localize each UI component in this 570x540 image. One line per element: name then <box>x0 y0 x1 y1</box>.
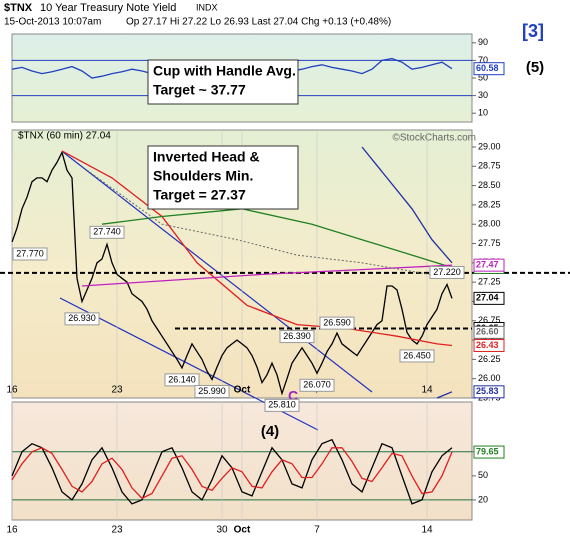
y-tick-label: 10 <box>478 108 488 118</box>
annotation-text: Inverted Head & <box>153 149 260 165</box>
y-tick-label: 28.00 <box>478 219 501 229</box>
value-label-box <box>473 291 505 305</box>
point-label: 27.770 <box>16 248 44 258</box>
point-label-box <box>89 225 125 239</box>
point-label: 27.220 <box>433 267 461 277</box>
point-label: 26.070 <box>303 380 331 390</box>
date: 15-Oct-2013 10:07am <box>4 17 101 28</box>
point-label: 26.390 <box>283 331 311 341</box>
y-tick-label: 30 <box>478 90 488 100</box>
series-line <box>81 264 453 287</box>
value-label-box <box>473 338 505 352</box>
x-tick-label: 16 <box>6 525 18 536</box>
point-label-box <box>299 378 335 392</box>
point-label: 26.140 <box>168 374 196 384</box>
point-label: 26.930 <box>68 313 96 323</box>
x-tick-label: 16 <box>6 385 18 396</box>
value-label-box <box>473 325 505 339</box>
value-label: 26.60 <box>476 327 499 337</box>
wave-label: (4) <box>261 423 279 440</box>
point-label-box <box>12 247 48 261</box>
y-tick-label: 26.00 <box>478 373 501 383</box>
y-tick-label: 26.75 <box>478 315 501 325</box>
y-tick-label: 20 <box>478 494 488 504</box>
point-label-box <box>64 312 100 326</box>
point-label: 25.990 <box>198 386 226 396</box>
x-tick-label: 23 <box>111 385 123 396</box>
point-label: 26.590 <box>323 317 351 327</box>
point-label-box <box>264 398 300 412</box>
x-tick-label: Oct <box>234 385 251 396</box>
y-tick-label: 28.50 <box>478 180 501 190</box>
y-tick-label: 70 <box>478 55 488 65</box>
series-line <box>61 150 453 347</box>
wave-label: C <box>288 388 298 404</box>
y-tick-label: 90 <box>478 37 488 47</box>
point-label-box <box>399 349 435 363</box>
series-line <box>86 169 453 279</box>
x-tick-label: 30 <box>216 525 228 536</box>
x-tick-label: Oct <box>234 525 251 536</box>
series-line <box>11 150 453 396</box>
annotation-box <box>147 145 299 210</box>
annotation-text: Target = 27.37 <box>153 187 246 203</box>
exchange: INDX <box>196 2 218 12</box>
value-label: 26.43 <box>476 340 499 350</box>
y-tick-label: 29.00 <box>478 141 501 151</box>
value-label: 27.47 <box>476 260 499 270</box>
x-tick-label: 14 <box>421 385 433 396</box>
value-label: 27.04 <box>476 293 499 303</box>
name: 10 Year Treasury Note Yield <box>40 2 176 14</box>
x-tick-label: 7 <box>314 525 320 536</box>
value-label-box <box>473 385 505 399</box>
y-tick-label: 50 <box>478 72 488 82</box>
series-line <box>101 208 453 269</box>
y-tick-label: 26.25 <box>478 354 501 364</box>
point-label-box <box>279 330 315 344</box>
value-label-box <box>473 445 505 459</box>
symbol: $TNX <box>4 2 33 14</box>
value-label: 25.83 <box>476 386 499 396</box>
y-tick-label: 27.25 <box>478 277 501 287</box>
point-label-box <box>164 373 200 387</box>
wave-label: (5) <box>526 59 544 76</box>
series-line <box>11 447 453 500</box>
point-label-box <box>429 265 465 279</box>
y-tick-label: 27.75 <box>478 238 501 248</box>
annotation-text: Target ~ 37.77 <box>153 82 246 98</box>
quote: Op 27.17 Hi 27.22 Lo 26.93 Last 27.04 Ch… <box>126 17 391 28</box>
point-label-box <box>194 384 230 398</box>
wave-label: [3] <box>522 21 544 41</box>
series-line <box>361 146 453 264</box>
point-label: 25.810 <box>268 400 296 410</box>
series-line <box>436 391 453 399</box>
y-tick-label: 50 <box>478 470 488 480</box>
annotation-text: Shoulders Min. <box>153 168 253 184</box>
y-tick-label: 28.25 <box>478 199 501 209</box>
value-label: 60.58 <box>476 63 499 73</box>
value-label: 79.65 <box>476 446 499 456</box>
legend: $TNX (60 min) 27.04 <box>18 131 111 142</box>
annotation-text: Cup with Handle Avg. <box>153 63 296 79</box>
x-tick-label: 23 <box>111 525 123 536</box>
value-label-box <box>473 258 505 272</box>
value-label-box <box>473 62 505 76</box>
credit: ©StockCharts.com <box>392 133 476 144</box>
y-tick-label: 28.75 <box>478 161 501 171</box>
x-tick-label: 14 <box>421 525 433 536</box>
point-label-box <box>319 316 355 330</box>
annotation-box <box>147 59 299 105</box>
point-label: 26.450 <box>403 350 431 360</box>
point-label: 27.740 <box>93 227 121 237</box>
